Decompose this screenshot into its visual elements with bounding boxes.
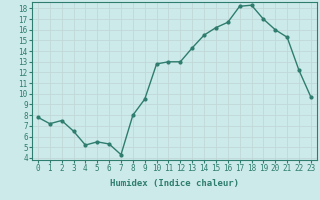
X-axis label: Humidex (Indice chaleur): Humidex (Indice chaleur) [110,179,239,188]
